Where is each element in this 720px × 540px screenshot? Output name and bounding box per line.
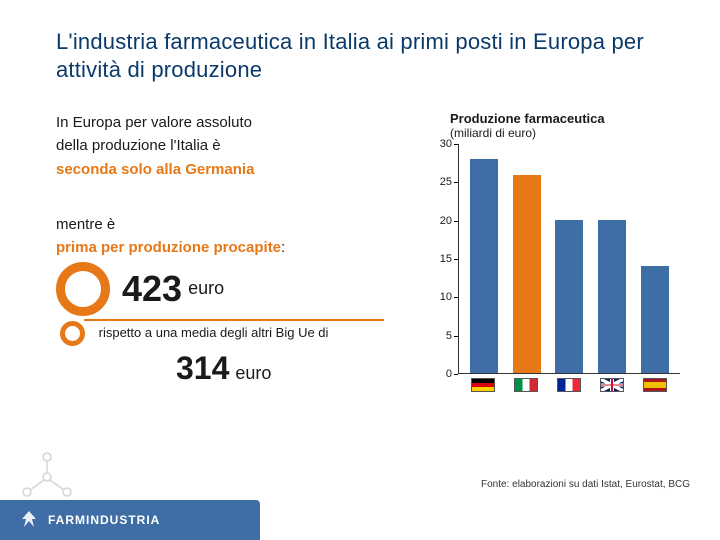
colon: : [281, 239, 285, 256]
text-line-1: In Europa per valore assoluto [56, 111, 396, 134]
chart-plot-area [458, 144, 680, 374]
eagle-icon [18, 509, 40, 531]
procapite-block: mentre è prima per produzione procapite:… [56, 213, 396, 394]
sub-comparison-row: rispetto a una media degli altri Big Ue … [56, 321, 396, 346]
flag-uk-icon [600, 378, 624, 392]
content-columns: In Europa per valore assoluto della prod… [56, 111, 680, 394]
chart-title: Produzione farmaceutica [450, 111, 680, 126]
flag-es-icon [643, 378, 667, 392]
right-column: Produzione farmaceutica (miliardi di eur… [420, 111, 680, 394]
footer-bar: FARMINDUSTRIA [0, 500, 260, 540]
big-number-1-unit: euro [188, 275, 224, 303]
chart-ytick [454, 374, 458, 375]
text-line-2: della produzione l'Italia è [56, 134, 396, 157]
big-number-1-row: 423 euro [56, 261, 396, 317]
ring-small-icon [60, 321, 85, 346]
source-text: Fonte: elaborazioni su dati Istat, Euros… [481, 479, 690, 490]
chart-bars [459, 144, 680, 373]
chart-ytick-label: 25 [440, 176, 452, 188]
chart-ytick [454, 336, 458, 337]
chart-ytick [454, 221, 458, 222]
chart-ytick [454, 259, 458, 260]
highlight-procapite: prima per produzione procapite: [56, 236, 396, 259]
chart-bar [470, 159, 498, 373]
chart-bar [513, 175, 541, 373]
big-number-2: 314 [176, 344, 229, 394]
chart-bar [598, 220, 626, 373]
chart-subtitle: (miliardi di euro) [450, 126, 680, 140]
footer-brand-text: FARMINDUSTRIA [48, 513, 160, 527]
chart-ytick-label: 15 [440, 253, 452, 265]
chart-bar [555, 220, 583, 373]
chart-ytick [454, 182, 458, 183]
big-number-2-unit: euro [235, 360, 271, 388]
chart-ytick [454, 297, 458, 298]
big-number-1: 423 [122, 261, 182, 317]
chart-ytick-label: 30 [440, 138, 452, 150]
chart-bar [641, 266, 669, 373]
chart-ytick-label: 0 [446, 368, 452, 380]
left-column: In Europa per valore assoluto della prod… [56, 111, 396, 394]
highlight-germany: seconda solo alla Germania [56, 158, 396, 181]
sub-comparison-text: rispetto a una media degli altri Big Ue … [99, 325, 329, 340]
chart-ytick-label: 10 [440, 291, 452, 303]
flag-de-icon [471, 378, 495, 392]
bar-chart: 051015202530 [430, 144, 680, 394]
highlight-procapite-text: prima per produzione procapite [56, 239, 281, 256]
footer-logo: FARMINDUSTRIA [18, 509, 160, 531]
chart-ytick-label: 5 [446, 330, 452, 342]
chart-ytick [454, 144, 458, 145]
flag-it-icon [514, 378, 538, 392]
slide-title: L'industria farmaceutica in Italia ai pr… [56, 28, 680, 83]
chart-x-flags [458, 378, 680, 394]
text-mentre: mentre è [56, 213, 396, 236]
flag-fr-icon [557, 378, 581, 392]
slide: L'industria farmaceutica in Italia ai pr… [0, 0, 720, 540]
chart-ytick-label: 20 [440, 215, 452, 227]
big-number-2-row: 314 euro [176, 344, 396, 394]
ring-icon [56, 262, 110, 316]
